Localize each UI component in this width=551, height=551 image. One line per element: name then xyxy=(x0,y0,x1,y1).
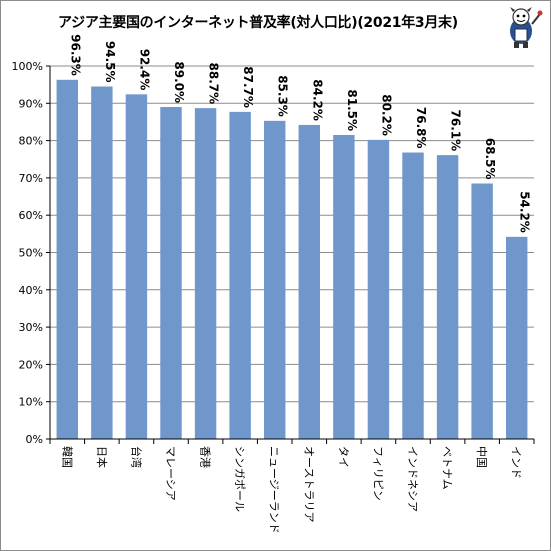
mascot-icon xyxy=(510,7,543,48)
value-label: 76.8% xyxy=(414,107,428,149)
y-tick-label: 30% xyxy=(19,321,43,334)
category-label: オーストラリア xyxy=(302,446,315,522)
category-label: マレーシア xyxy=(164,446,177,501)
category-label: フィリピン xyxy=(371,446,384,501)
value-label: 88.7% xyxy=(207,63,221,105)
category-label: 台湾 xyxy=(129,446,143,468)
y-tick-label: 100% xyxy=(12,60,43,73)
category-label: 日本 xyxy=(95,446,109,468)
value-label: 85.3% xyxy=(276,75,290,117)
y-tick-label: 80% xyxy=(19,135,43,148)
y-tick-label: 90% xyxy=(19,97,43,110)
value-label: 94.5% xyxy=(103,41,117,83)
value-label: 54.2% xyxy=(518,191,532,233)
bar-インドネシア xyxy=(402,152,424,439)
bar-マレーシア xyxy=(160,107,182,439)
bar-台湾 xyxy=(125,94,148,440)
bar-中国 xyxy=(471,183,493,439)
y-tick-label: 20% xyxy=(19,358,43,371)
bar-ニュージーランド xyxy=(263,120,286,440)
category-label: 香港 xyxy=(199,446,212,468)
bar-シンガポール xyxy=(229,111,251,439)
bar-香港 xyxy=(194,108,217,440)
category-label: 韓国 xyxy=(60,446,73,468)
value-label: 92.4% xyxy=(137,49,151,91)
y-tick-label: 0% xyxy=(26,433,43,446)
y-tick-label: 50% xyxy=(19,247,43,260)
category-label: インドネシア xyxy=(406,446,419,512)
category-label: ニュージーランド xyxy=(268,446,281,534)
bar-オーストラリア xyxy=(298,124,321,440)
bar-韓国 xyxy=(56,79,79,440)
chart-title: アジア主要国のインターネット普及率(対人口比)(2021年3月末) xyxy=(58,15,458,31)
value-label: 84.2% xyxy=(310,79,324,121)
bar-日本 xyxy=(91,86,113,439)
value-label: 96.3% xyxy=(68,34,82,76)
value-label: 89.0% xyxy=(172,61,186,103)
category-label: タイ xyxy=(337,446,350,468)
y-tick-label: 60% xyxy=(19,209,43,222)
category-label: シンガポール xyxy=(233,446,246,512)
bar-ベトナム xyxy=(436,155,459,439)
bar-インド xyxy=(505,236,528,439)
value-label: 81.5% xyxy=(345,89,359,131)
y-tick-label: 10% xyxy=(19,396,43,409)
category-label: 中国 xyxy=(475,446,488,468)
value-label: 76.1% xyxy=(449,110,463,152)
value-label: 80.2% xyxy=(379,94,393,136)
category-label: インド xyxy=(510,446,523,479)
y-tick-label: 70% xyxy=(19,172,43,185)
bar-フィリピン xyxy=(367,139,390,439)
value-label: 87.7% xyxy=(241,66,255,108)
y-tick-label: 40% xyxy=(19,284,43,297)
category-label: ベトナム xyxy=(441,446,454,490)
value-label: 68.5% xyxy=(483,138,497,180)
bar-タイ xyxy=(333,135,355,439)
